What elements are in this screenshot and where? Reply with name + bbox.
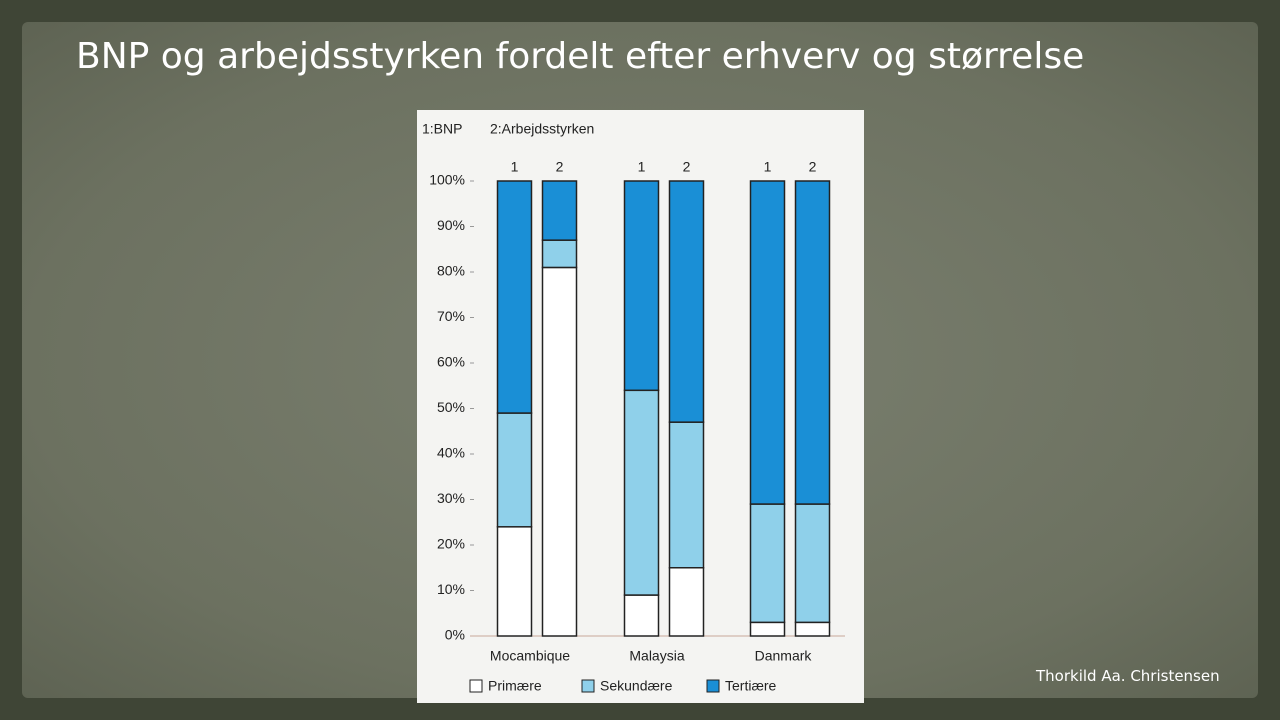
legend-swatch [581, 679, 595, 693]
bar-segment [749, 621, 786, 637]
legend-swatch [469, 679, 483, 693]
y-tick-label: 80% [437, 263, 465, 279]
legend-swatch [706, 679, 720, 693]
bar-segment [496, 180, 533, 414]
legend-label: Tertiære [725, 678, 777, 694]
note: 2:Arbejdsstyrken [490, 121, 594, 137]
bar-label: 1 [764, 159, 772, 175]
bar-segment [668, 567, 705, 637]
bar-segment [668, 180, 705, 423]
bar-segment [749, 180, 786, 505]
bar-segment [794, 621, 831, 637]
y-tick-label: 90% [437, 217, 465, 233]
bar-label: 2 [556, 159, 564, 175]
y-tick-label: 30% [437, 490, 465, 506]
bar-segment [668, 421, 705, 569]
bar-label: 1 [511, 159, 519, 175]
author: Thorkild Aa. Christensen [1036, 667, 1220, 685]
bar-segment [749, 503, 786, 624]
group-label: Danmark [755, 648, 813, 664]
y-tick-label: 70% [437, 308, 465, 324]
bar-segment [541, 239, 578, 269]
bar-segment [541, 266, 578, 637]
bar-segment [794, 180, 831, 505]
bar-segment [496, 412, 533, 528]
bar-segment [623, 594, 660, 637]
bar-segment [496, 526, 533, 637]
y-tick-label: 100% [429, 172, 465, 188]
note: 1:BNP [422, 121, 462, 137]
legend-label: Primære [488, 678, 542, 694]
y-tick-label: 10% [437, 581, 465, 597]
y-tick-label: 20% [437, 536, 465, 552]
bar-segment [623, 180, 660, 392]
y-tick-label: 60% [437, 354, 465, 370]
slide-title: BNP og arbejdsstyrken fordelt efter erhv… [76, 36, 1085, 77]
bar-segment [541, 180, 578, 241]
y-tick-label: 40% [437, 445, 465, 461]
bar-label: 2 [809, 159, 817, 175]
bar-label: 2 [683, 159, 691, 175]
y-tick-label: 0% [445, 627, 465, 643]
bar-label: 1 [638, 159, 646, 175]
legend-label: Sekundære [600, 678, 673, 694]
group-label: Mocambique [490, 648, 570, 664]
bar-segment [794, 503, 831, 624]
group-label: Malaysia [629, 648, 684, 664]
bar-segment [623, 389, 660, 596]
y-tick-label: 50% [437, 399, 465, 415]
